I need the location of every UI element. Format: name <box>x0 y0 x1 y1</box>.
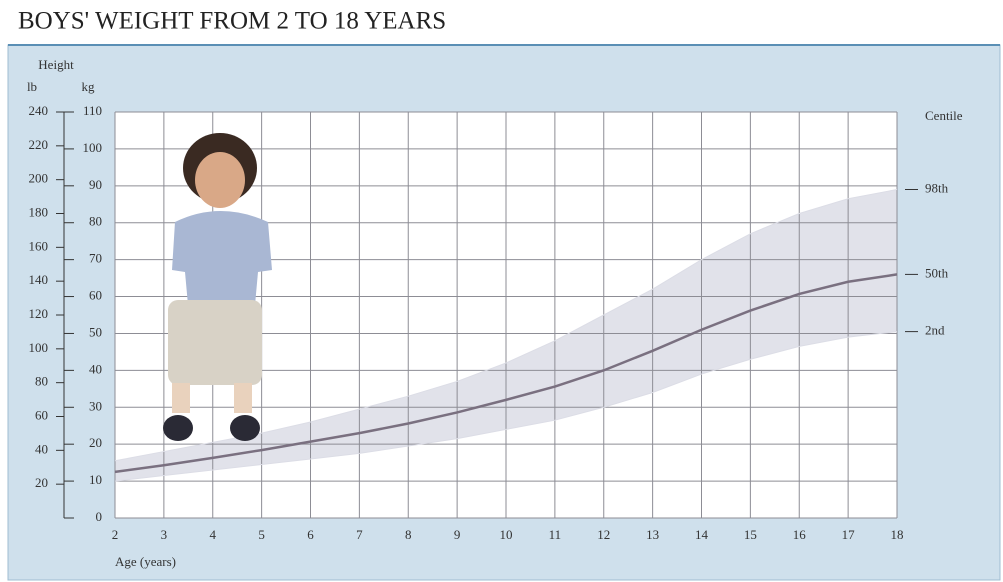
legend-label: 2nd <box>925 323 945 338</box>
y-axis-title: Height <box>38 57 74 72</box>
y2-tick-label: 200 <box>29 171 49 186</box>
y2-tick-label: 240 <box>29 103 49 118</box>
x-tick-label: 7 <box>356 527 363 542</box>
x-tick-label: 14 <box>695 527 709 542</box>
y2-tick-label: 120 <box>29 306 49 321</box>
y2-tick-label: 20 <box>35 475 48 490</box>
y2-unit: lb <box>27 79 37 94</box>
y2-tick-label: 160 <box>29 238 49 253</box>
y-tick-label: 100 <box>83 140 103 155</box>
x-tick-label: 11 <box>549 527 562 542</box>
y2-tick-label: 100 <box>29 340 49 355</box>
y-tick-label: 90 <box>89 177 102 192</box>
y2-tick-label: 40 <box>35 441 48 456</box>
y2-tick-label: 180 <box>29 204 49 219</box>
x-tick-label: 3 <box>161 527 168 542</box>
y-tick-label: 0 <box>96 509 103 524</box>
x-tick-label: 15 <box>744 527 757 542</box>
y-tick-label: 20 <box>89 435 102 450</box>
x-tick-label: 8 <box>405 527 412 542</box>
y-tick-label: 80 <box>89 214 102 229</box>
child-photo <box>163 133 272 441</box>
y-tick-label: 30 <box>89 398 102 413</box>
x-axis-title: Age (years) <box>115 554 176 569</box>
chart-title: BOYS' WEIGHT FROM 2 TO 18 YEARS <box>18 8 446 35</box>
y-tick-label: 50 <box>89 324 102 339</box>
x-tick-label: 5 <box>258 527 265 542</box>
y-unit: kg <box>82 79 96 94</box>
legend-label: 50th <box>925 265 949 280</box>
x-tick-label: 6 <box>307 527 314 542</box>
x-tick-label: 10 <box>500 527 513 542</box>
x-tick-label: 2 <box>112 527 119 542</box>
y2-tick-label: 220 <box>29 137 49 152</box>
y2-tick-label: 60 <box>35 407 48 422</box>
legend-title: Centile <box>925 108 963 123</box>
y2-tick-label: 80 <box>35 374 48 389</box>
x-tick-label: 12 <box>597 527 610 542</box>
y-tick-label: 40 <box>89 361 102 376</box>
y-tick-label: 10 <box>89 472 102 487</box>
y-tick-label: 110 <box>83 103 102 118</box>
x-tick-label: 18 <box>891 527 904 542</box>
x-tick-label: 16 <box>793 527 807 542</box>
y2-tick-label: 140 <box>29 272 49 287</box>
x-tick-label: 13 <box>646 527 659 542</box>
x-tick-label: 17 <box>842 527 856 542</box>
y-tick-label: 70 <box>89 251 102 266</box>
y-tick-label: 60 <box>89 288 102 303</box>
centile-line <box>114 273 898 474</box>
x-tick-label: 4 <box>210 527 217 542</box>
centile-line <box>114 331 898 482</box>
legend-label: 98th <box>925 180 949 195</box>
x-tick-label: 9 <box>454 527 461 542</box>
